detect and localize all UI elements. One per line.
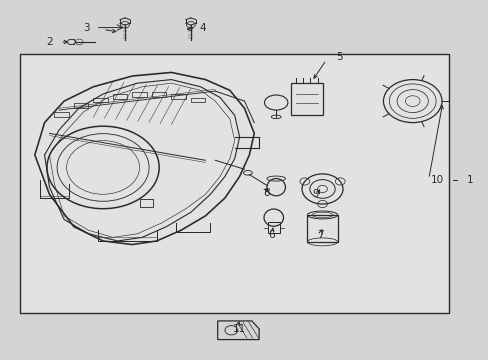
Text: 2: 2 <box>46 37 53 47</box>
Text: 9: 9 <box>311 189 318 199</box>
Text: 8: 8 <box>263 188 269 198</box>
Bar <box>74 103 88 108</box>
Bar <box>290 83 322 116</box>
Bar <box>307 215 337 242</box>
Bar <box>267 222 279 233</box>
Text: 5: 5 <box>336 52 342 62</box>
Text: 1: 1 <box>466 175 472 185</box>
Text: 4: 4 <box>199 23 206 33</box>
Text: 10: 10 <box>429 175 443 185</box>
Text: 7: 7 <box>316 230 323 240</box>
Text: 6: 6 <box>267 230 274 240</box>
Bar <box>152 92 166 97</box>
Bar <box>113 94 127 99</box>
Bar <box>140 199 153 207</box>
Text: 3: 3 <box>82 23 89 33</box>
Bar <box>54 112 69 117</box>
Bar <box>20 54 448 313</box>
Bar <box>132 92 147 97</box>
Text: 11: 11 <box>232 324 246 334</box>
Bar <box>190 98 205 102</box>
Bar <box>93 98 108 102</box>
Bar <box>171 94 185 99</box>
